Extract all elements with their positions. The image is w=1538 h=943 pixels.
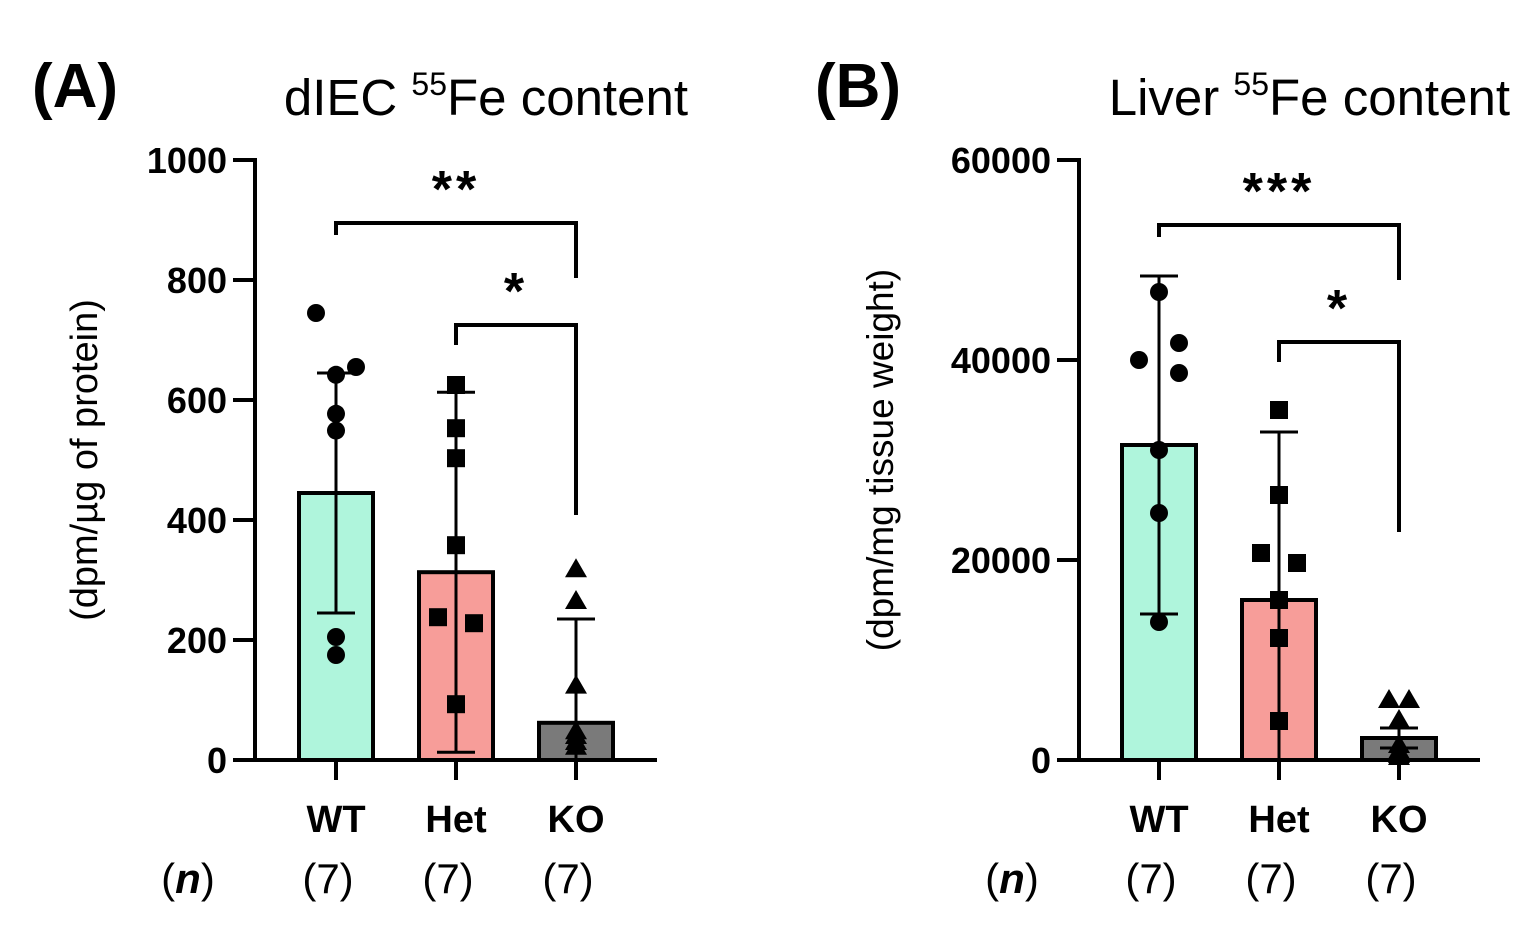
panel-b-sig-bracket [1277,340,1401,532]
panel-b-point-het [1252,544,1270,562]
panel-a-sig-label: * [504,263,528,321]
panel-b-point-ko [1388,746,1410,765]
panel-a-y-tick-label: 600 [167,380,227,421]
panel-a-sig-bracket [454,323,578,515]
panel-b-label: (B) [815,52,901,121]
panel-b-x-tick-label: WT [1129,799,1188,841]
panel-a-title-suffix: Fe content [447,69,688,126]
panel-b-title: Liver 55Fe content [1109,66,1510,126]
panel-a-point-wt [327,628,345,646]
panel-a-y-tick-label: 200 [167,620,227,661]
panel-a-n-label: (7) [302,855,353,902]
panel-a-x-tick-label: KO [548,799,605,841]
panel-b: (B) Liver 55Fe content (dpm/mg tissue we… [815,52,1510,902]
panel-b-sig-label: *** [1243,163,1316,221]
panel-b-n-header: (n) [985,855,1039,902]
panel-b-point-ko [1378,689,1400,708]
panel-b-x-tick-label: Het [1248,799,1310,841]
panel-a-y-tick-label: 0 [207,740,227,781]
panel-a-x-tick-label: WT [306,799,365,841]
panel-b-point-wt [1130,351,1148,369]
panel-b-title-suffix: Fe content [1269,69,1510,126]
panel-a-point-ko [565,590,587,609]
panel-b-ylabel: (dpm/mg tissue weight) [860,269,901,651]
panel-a: (A) dIEC 55Fe content (dpm/µg of protein… [32,52,688,902]
panel-a-ylabel: (dpm/µg of protein) [64,299,106,621]
panel-a-y-tick-label: 400 [167,500,227,541]
panel-a-title: dIEC 55Fe content [284,66,688,126]
panel-b-y-tick-label: 60000 [951,140,1051,181]
panel-b-y-tick-label: 0 [1031,740,1051,781]
panel-b-sig-bracket [1157,223,1401,280]
panel-b-y-tick-label: 40000 [951,340,1051,381]
panel-a-n-label: (7) [422,855,473,902]
panel-a-sig-label: ** [432,161,480,219]
panel-a-point-het [465,614,483,633]
panel-b-n-label: (7) [1125,855,1176,902]
panel-a-title-sup: 55 [411,66,447,102]
panel-b-point-ko [1388,709,1410,728]
panel-b-n-label: (7) [1245,855,1296,902]
panel-a-point-het [447,376,465,394]
panel-a-point-het [429,608,447,627]
panel-b-title-sup: 55 [1233,66,1269,102]
panel-b-point-wt [1170,334,1188,352]
panel-a-point-wt [307,304,325,322]
panel-a-sig-bracket [334,221,578,278]
panel-a-title-prefix: dIEC [284,69,412,126]
panel-b-point-het [1270,401,1288,419]
panel-a-x-tick-label: Het [425,799,487,841]
panel-b-title-prefix: Liver [1109,69,1234,126]
panel-a-point-wt [327,646,345,664]
panel-b-x-tick-label: KO [1371,799,1428,841]
panel-a-point-ko [565,558,587,578]
panel-a-n-header: (n) [161,855,215,902]
panel-a-y-tick-label: 1000 [147,140,227,181]
panel-b-point-het [1288,554,1306,572]
panel-b-point-wt [1150,613,1168,631]
panel-b-point-ko [1398,689,1420,708]
panel-b-sig-label: * [1327,280,1351,338]
panel-b-point-wt [1170,364,1188,382]
panel-a-label: (A) [32,52,118,121]
panel-a-n-label: (7) [542,855,593,902]
panel-a-y-tick-label: 800 [167,260,227,301]
panel-b-n-label: (7) [1365,855,1416,902]
panel-b-y-tick-label: 20000 [951,540,1051,581]
